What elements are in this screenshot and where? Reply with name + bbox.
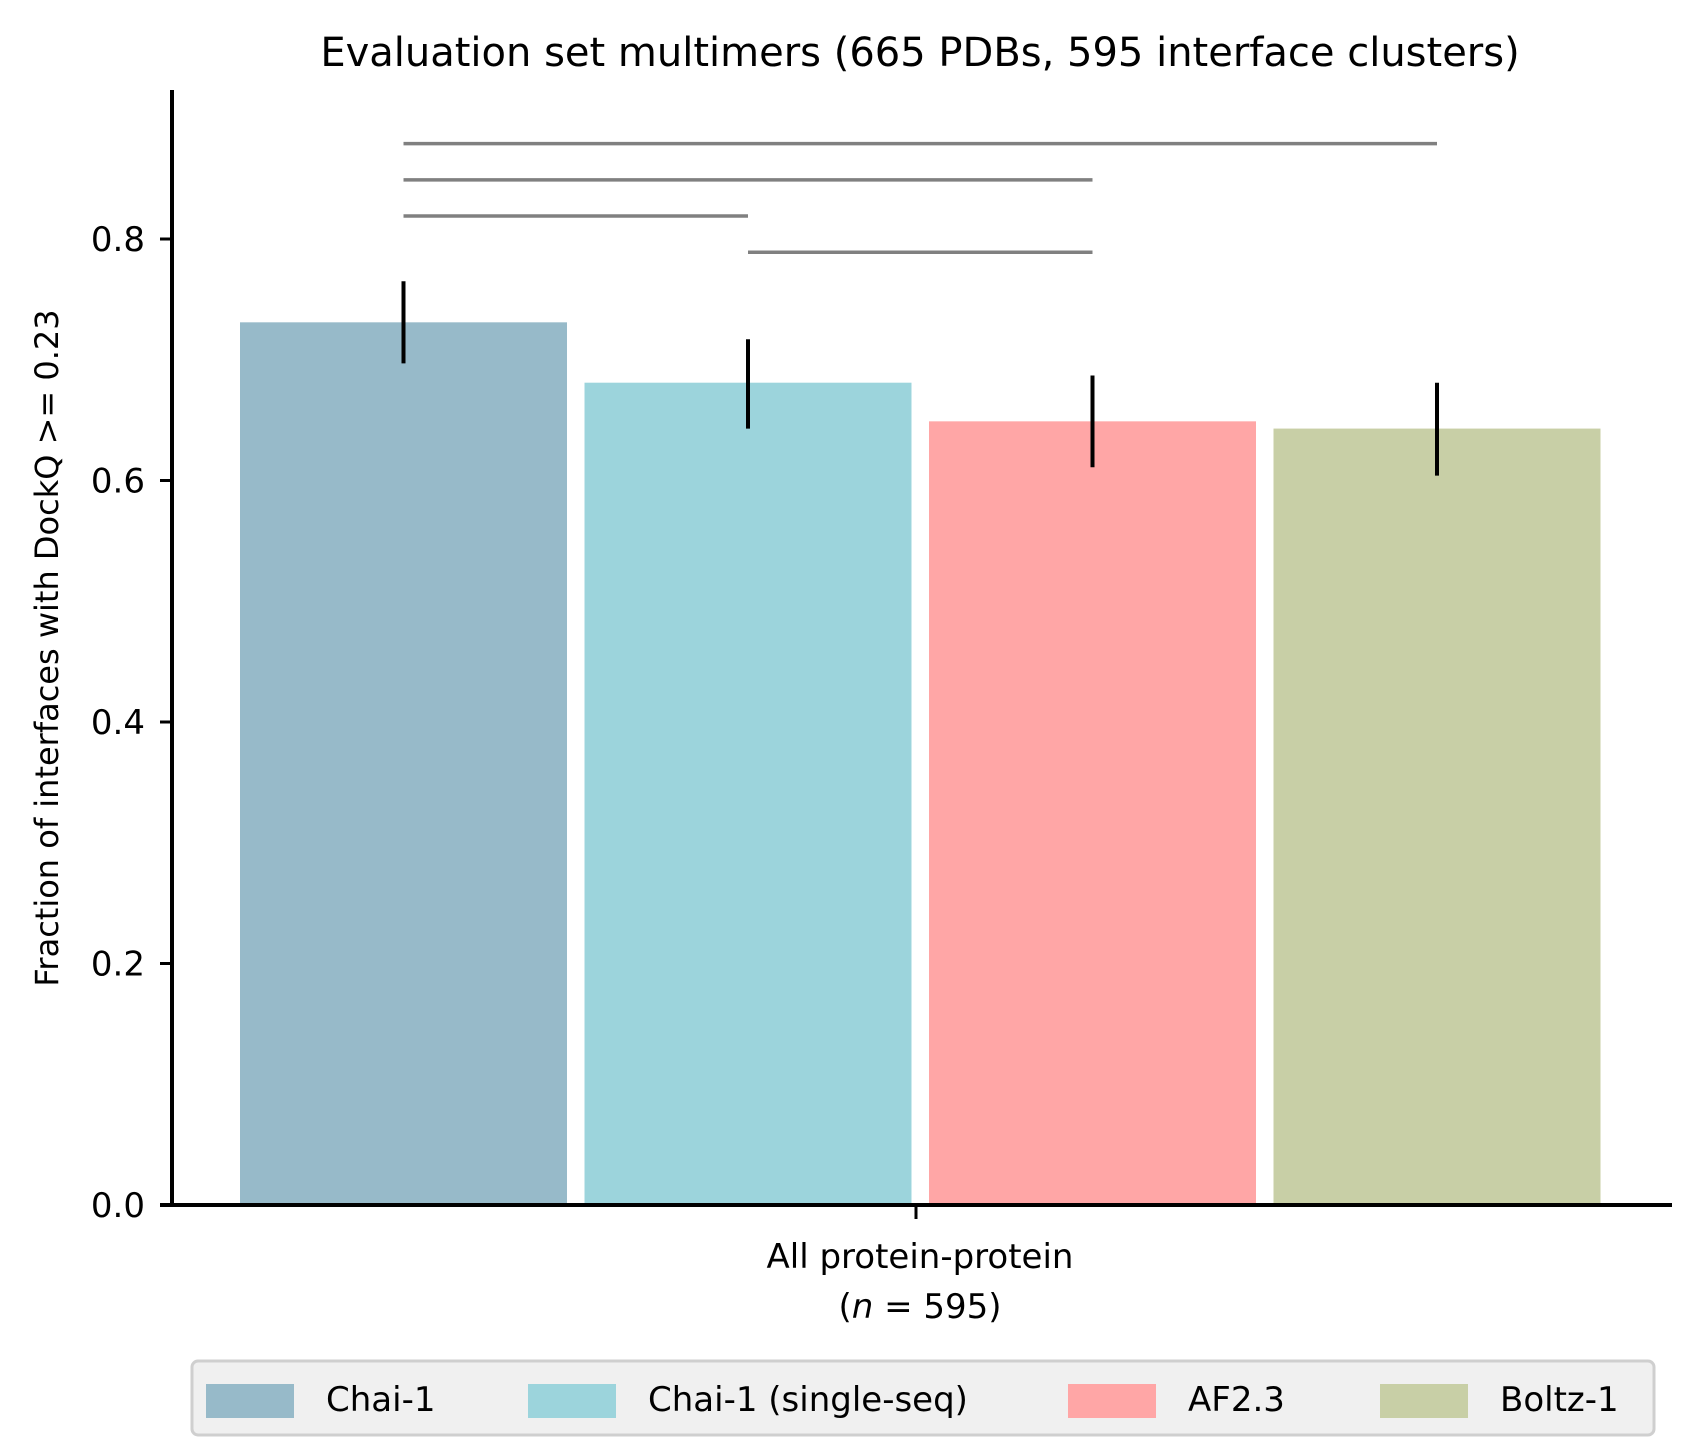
y-tick-label-4: 0.8 [91,220,145,260]
x-tick-label-open-paren: ( [838,1287,851,1327]
significance-brackets [403,141,1437,255]
legend-swatch-0 [206,1384,294,1418]
legend-swatch-3 [1380,1384,1468,1418]
legend-label-3: Boltz-1 [1500,1380,1619,1420]
y-tick-label-1: 0.2 [91,945,145,985]
bar-3 [1273,428,1601,1205]
bar-2 [929,421,1256,1205]
legend-label-2: AF2.3 [1188,1380,1285,1420]
y-axis-label: Fraction of interfaces with DockQ >= 0.2… [28,309,66,986]
y-tick-label-2: 0.4 [91,703,145,743]
bars [240,322,1601,1205]
legend-label-1: Chai-1 (single-seq) [648,1380,968,1420]
y-tick-label-0: 0.0 [91,1186,145,1226]
x-tick-label-line1: All protein-protein [767,1237,1074,1277]
legend-label-0: Chai-1 [326,1380,435,1420]
x-tick-label-line2: (n = 595) [838,1287,1001,1327]
legend-swatch-1 [528,1384,616,1418]
bar-0 [240,322,567,1205]
y-axis-ticks: 0.0 0.2 0.4 0.6 0.8 [91,220,172,1226]
x-tick-label-count: = 595) [873,1287,1001,1327]
bar-1 [584,382,912,1205]
y-tick-label-3: 0.6 [91,462,145,502]
legend: Chai-1 Chai-1 (single-seq) AF2.3 Boltz-1 [190,1359,1656,1437]
chart-title: Evaluation set multimers (665 PDBs, 595 … [320,30,1519,76]
x-tick-label-n: n [852,1287,874,1327]
legend-swatch-2 [1068,1384,1156,1418]
error-bars [401,281,1439,476]
